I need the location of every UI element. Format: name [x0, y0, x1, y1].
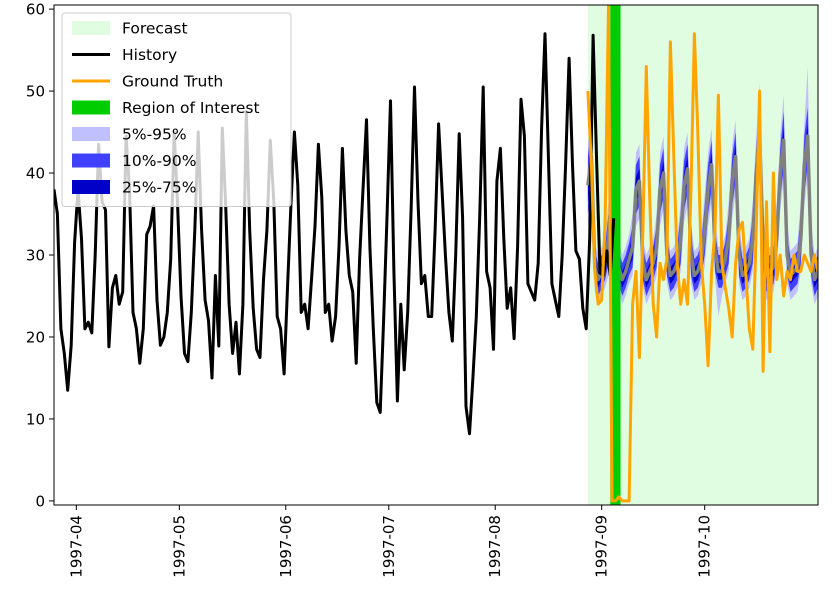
ground-truth-line: [586, 5, 818, 503]
plot-content: [54, 5, 818, 505]
legend-label: Forecast: [122, 20, 188, 38]
legend-label: Region of Interest: [122, 99, 260, 117]
history-line: [54, 32, 616, 436]
y-tick-label: 50: [26, 83, 45, 101]
x-tick-label: 1997-04: [67, 515, 85, 578]
legend-swatch: [72, 180, 110, 194]
y-tick-label: 40: [26, 165, 45, 183]
legend: Forecast History Ground Truth Region of Int…: [61, 12, 292, 207]
y-tick-label: 60: [26, 1, 45, 19]
legend-label: 25%-75%: [122, 179, 197, 197]
legend-label: History: [122, 46, 177, 64]
axes: 0 10 20 30 40 50 60 1997-04 1997-05 1997-06 1997-0…: [26, 1, 819, 578]
x-tick-label: 1997-08: [486, 515, 504, 578]
forecast-median-line: [586, 130, 818, 282]
legend-swatch: [72, 127, 110, 141]
legend-swatch: [72, 100, 110, 115]
legend-label: Ground Truth: [122, 73, 223, 91]
plot-area: [54, 5, 818, 505]
legend-label: 10%-90%: [122, 152, 197, 170]
region-of-interest: [610, 5, 621, 505]
y-tick-label: 0: [35, 492, 45, 510]
x-tick-label: 1997-07: [380, 515, 398, 578]
x-tick-label: 1997-05: [170, 515, 188, 578]
legend-swatch: [72, 21, 110, 35]
legend-swatch: [72, 153, 110, 168]
y-tick-label: 30: [26, 247, 45, 265]
x-tick-label: 1997-09: [593, 515, 611, 578]
x-tick-label: 1997-10: [696, 515, 714, 578]
legend-label: 5%-95%: [122, 126, 187, 144]
legend-box: [61, 12, 292, 207]
x-tick-label: 1997-06: [277, 515, 295, 578]
y-tick-label: 10: [26, 410, 45, 428]
y-tick-label: 20: [26, 328, 45, 346]
